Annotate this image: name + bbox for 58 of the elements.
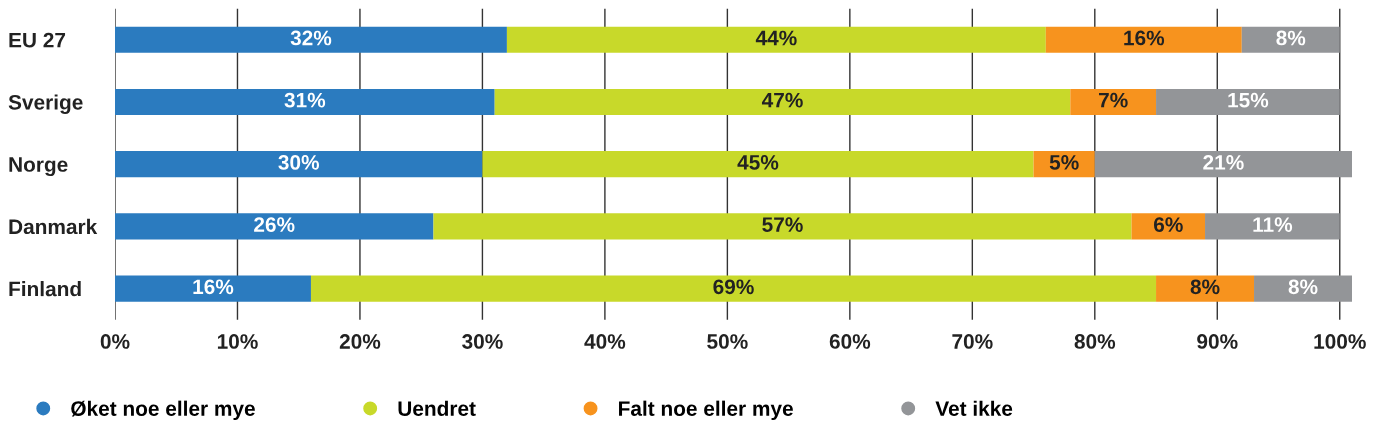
bar [494, 88, 1071, 116]
data-label: 26% [254, 217, 295, 232]
bar [115, 275, 311, 302]
x-tick-label: 30% [462, 334, 503, 349]
y-tick-label: EU 27 [9, 32, 66, 48]
data-label: 8% [1276, 30, 1306, 46]
data-label: 8% [1288, 279, 1318, 295]
data-label: 7% [1099, 92, 1128, 108]
bar [1241, 26, 1340, 53]
data-label: 16% [193, 279, 234, 295]
data-label: 11% [1253, 217, 1293, 232]
data-label: 47% [761, 92, 803, 108]
y-tick-label: Sverige [8, 94, 83, 114]
bar [1205, 213, 1340, 240]
x-tick-label: 10% [217, 334, 258, 349]
bar [115, 151, 483, 178]
x-tick-label: 0% [100, 334, 130, 349]
legend-label: Falt noe eller mye [619, 400, 793, 421]
y-tick-label: Finland [9, 281, 81, 297]
y-tick-label: Norge [9, 157, 68, 177]
bar [1094, 151, 1352, 178]
legend-label: Vet ikke [935, 400, 1013, 416]
x-tick-label: 90% [1197, 334, 1238, 349]
legend-label: Øket noe eller mye [71, 400, 255, 421]
data-label: 69% [713, 279, 754, 295]
data-label: 16% [1124, 30, 1165, 46]
bar [115, 213, 434, 240]
data-label: 32% [290, 30, 332, 46]
bar [310, 275, 1157, 302]
bar [1254, 275, 1352, 302]
data-label: 57% [762, 217, 803, 232]
data-label: 8% [1190, 279, 1220, 295]
bar [506, 26, 1046, 53]
x-tick-label: 80% [1074, 334, 1116, 349]
bar [433, 213, 1132, 240]
data-label: 6% [1153, 217, 1183, 232]
bar [1070, 88, 1157, 116]
y-tick-label: Danmark [9, 218, 98, 235]
x-tick-label: 70% [952, 334, 993, 349]
x-tick-label: 40% [584, 334, 626, 349]
data-label: 5% [1049, 155, 1079, 170]
x-tick-label: 60% [829, 334, 871, 349]
bar [482, 151, 1034, 178]
x-tick-label: 50% [707, 334, 748, 349]
bar [1156, 275, 1255, 302]
bar [115, 88, 495, 116]
x-tick-label: 100% [1314, 334, 1366, 349]
data-label: 21% [1203, 155, 1244, 170]
bar [115, 26, 507, 53]
data-label: 31% [284, 92, 326, 108]
legend-label: Uendret [398, 400, 476, 416]
bar [1156, 88, 1340, 116]
data-label: 45% [737, 155, 779, 170]
bar [1045, 26, 1242, 53]
data-label: 30% [278, 155, 320, 170]
data-label: 15% [1228, 92, 1269, 108]
x-tick-label: 20% [339, 334, 381, 349]
data-label: 44% [755, 30, 797, 46]
